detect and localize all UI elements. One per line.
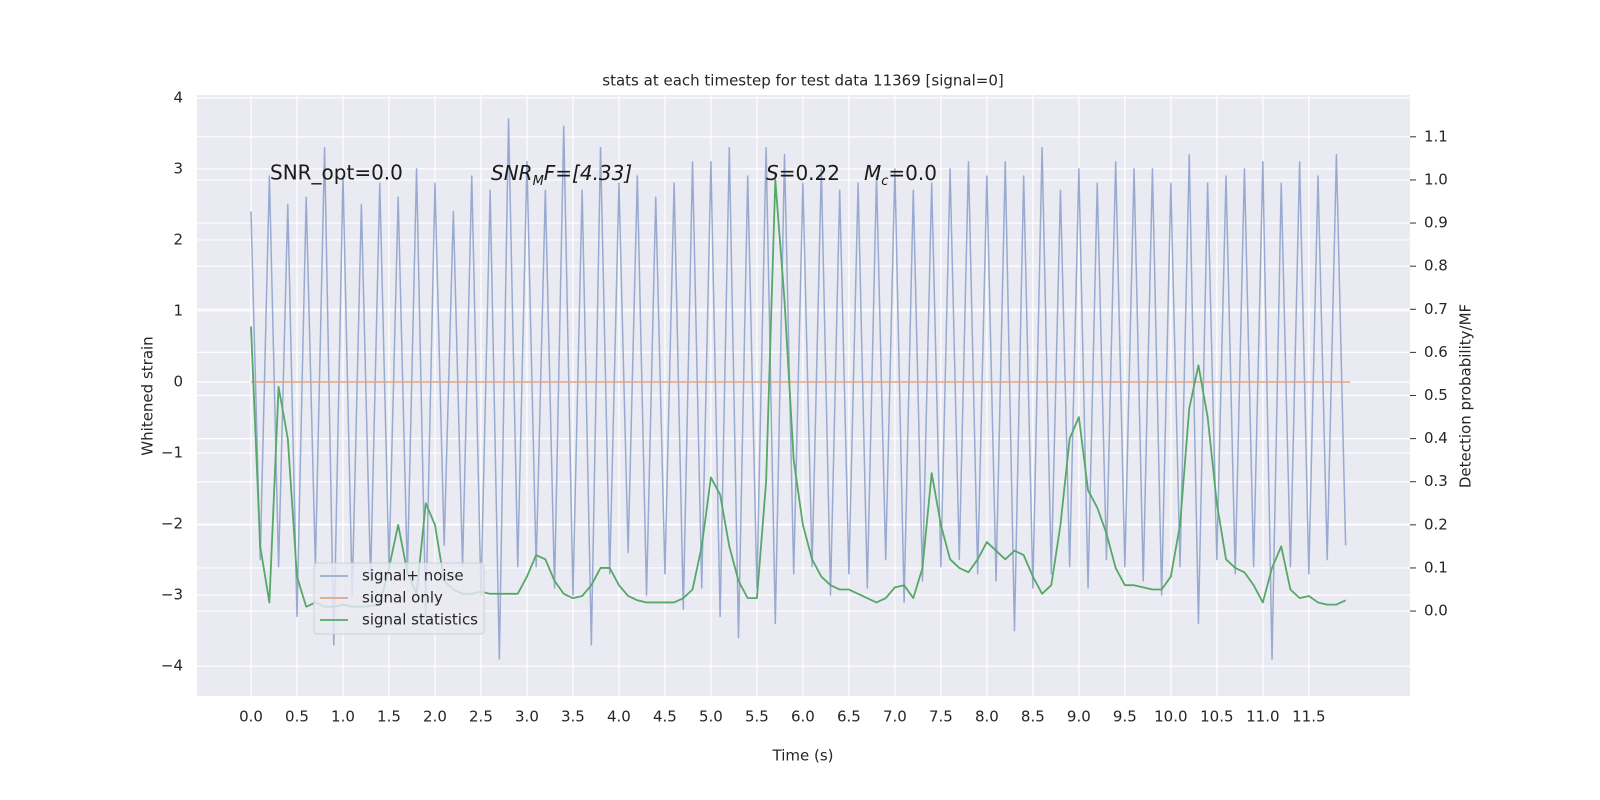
annotation: SNR_opt=0.0 xyxy=(270,161,403,185)
x-tick-label: 5.5 xyxy=(745,708,769,726)
x-tick-label: 7.0 xyxy=(883,708,907,726)
x-tick-label: 3.0 xyxy=(515,708,539,726)
annotation-part: =0.0 xyxy=(888,161,937,185)
x-tick-label: 1.0 xyxy=(331,708,355,726)
x-tick-label: 1.5 xyxy=(377,708,401,726)
y2-tick-label: 0.2 xyxy=(1424,515,1448,533)
x-tick-label: 8.5 xyxy=(1021,708,1045,726)
legend: signal+ noise signal only signal statistic… xyxy=(313,562,485,635)
x-tick-label: 4.5 xyxy=(653,708,677,726)
x-tick-label: 5.0 xyxy=(699,708,723,726)
y-tick-label: 3 xyxy=(173,159,183,177)
x-tick-label: 11.0 xyxy=(1246,708,1279,726)
series-line xyxy=(250,118,1347,660)
x-tick-label: 0.0 xyxy=(239,708,263,726)
x-tick-label: 10.5 xyxy=(1200,708,1233,726)
x-tick-label: 0.5 xyxy=(285,708,309,726)
series-line xyxy=(250,179,1346,608)
x-tick-label: 8.0 xyxy=(975,708,999,726)
x-tick-label: 10.0 xyxy=(1154,708,1187,726)
annotation: SNRMF=[4.33] xyxy=(491,161,632,190)
y-tick-label: −4 xyxy=(161,657,183,675)
annotation-part: =0.22 xyxy=(779,161,840,185)
y2-axis-label: Detection probability/MF xyxy=(1457,304,1475,488)
y2-tick-label: 0.8 xyxy=(1424,257,1448,275)
y2-tick-label: 0.3 xyxy=(1424,472,1448,490)
x-tick-label: 4.0 xyxy=(607,708,631,726)
y-tick-label: 4 xyxy=(173,88,183,106)
legend-label: signal only xyxy=(362,589,443,607)
annotation-part: M xyxy=(864,161,881,185)
x-tick-label: 9.5 xyxy=(1113,708,1137,726)
x-tick-label: 6.0 xyxy=(791,708,815,726)
chart-title: stats at each timestep for test data 113… xyxy=(602,72,1003,90)
x-tick-label: 11.5 xyxy=(1292,708,1325,726)
y2-tick-label: 0.0 xyxy=(1424,602,1448,620)
y2-tick-label: 0.7 xyxy=(1424,300,1448,318)
y2-tick-label: 0.9 xyxy=(1424,214,1448,232)
y2-tick-label: 1.0 xyxy=(1424,170,1448,188)
y-tick-label: 0 xyxy=(173,373,183,391)
y-tick-label: 2 xyxy=(173,230,183,248)
x-tick-label: 9.0 xyxy=(1067,708,1091,726)
y2-tick-label: 1.1 xyxy=(1424,127,1448,145)
y2-tick-label: 0.5 xyxy=(1424,386,1448,404)
annotation-part: S xyxy=(766,161,779,185)
x-axis-label: Time (s) xyxy=(772,747,834,765)
y-tick-label: −1 xyxy=(161,444,183,462)
x-tick-label: 2.0 xyxy=(423,708,447,726)
y2-tick-label: 0.4 xyxy=(1424,429,1448,447)
y-tick-label: 1 xyxy=(173,301,183,319)
annotation-part: c xyxy=(881,174,888,189)
legend-box xyxy=(313,562,485,635)
y2-tick-label: 0.6 xyxy=(1424,343,1448,361)
annotation-part: M xyxy=(533,174,544,189)
y-tick-label: −2 xyxy=(161,515,183,533)
annotation-part: SNR xyxy=(491,161,533,185)
x-tick-label: 3.5 xyxy=(561,708,585,726)
y-axis-label: Whitened strain xyxy=(139,336,157,455)
x-tick-label: 6.5 xyxy=(837,708,861,726)
x-tick-label: 2.5 xyxy=(469,708,493,726)
y2-tick-label: 0.1 xyxy=(1424,558,1448,576)
y-tick-label: −3 xyxy=(161,586,183,604)
marks xyxy=(250,118,1351,660)
annotation: S=0.22 Mc=0.0 xyxy=(766,161,937,190)
legend-label: signal+ noise xyxy=(362,567,464,585)
legend-label: signal statistics xyxy=(362,611,478,629)
x-tick-label: 7.5 xyxy=(929,708,953,726)
annotation-part: F=[4.33] xyxy=(544,161,632,185)
